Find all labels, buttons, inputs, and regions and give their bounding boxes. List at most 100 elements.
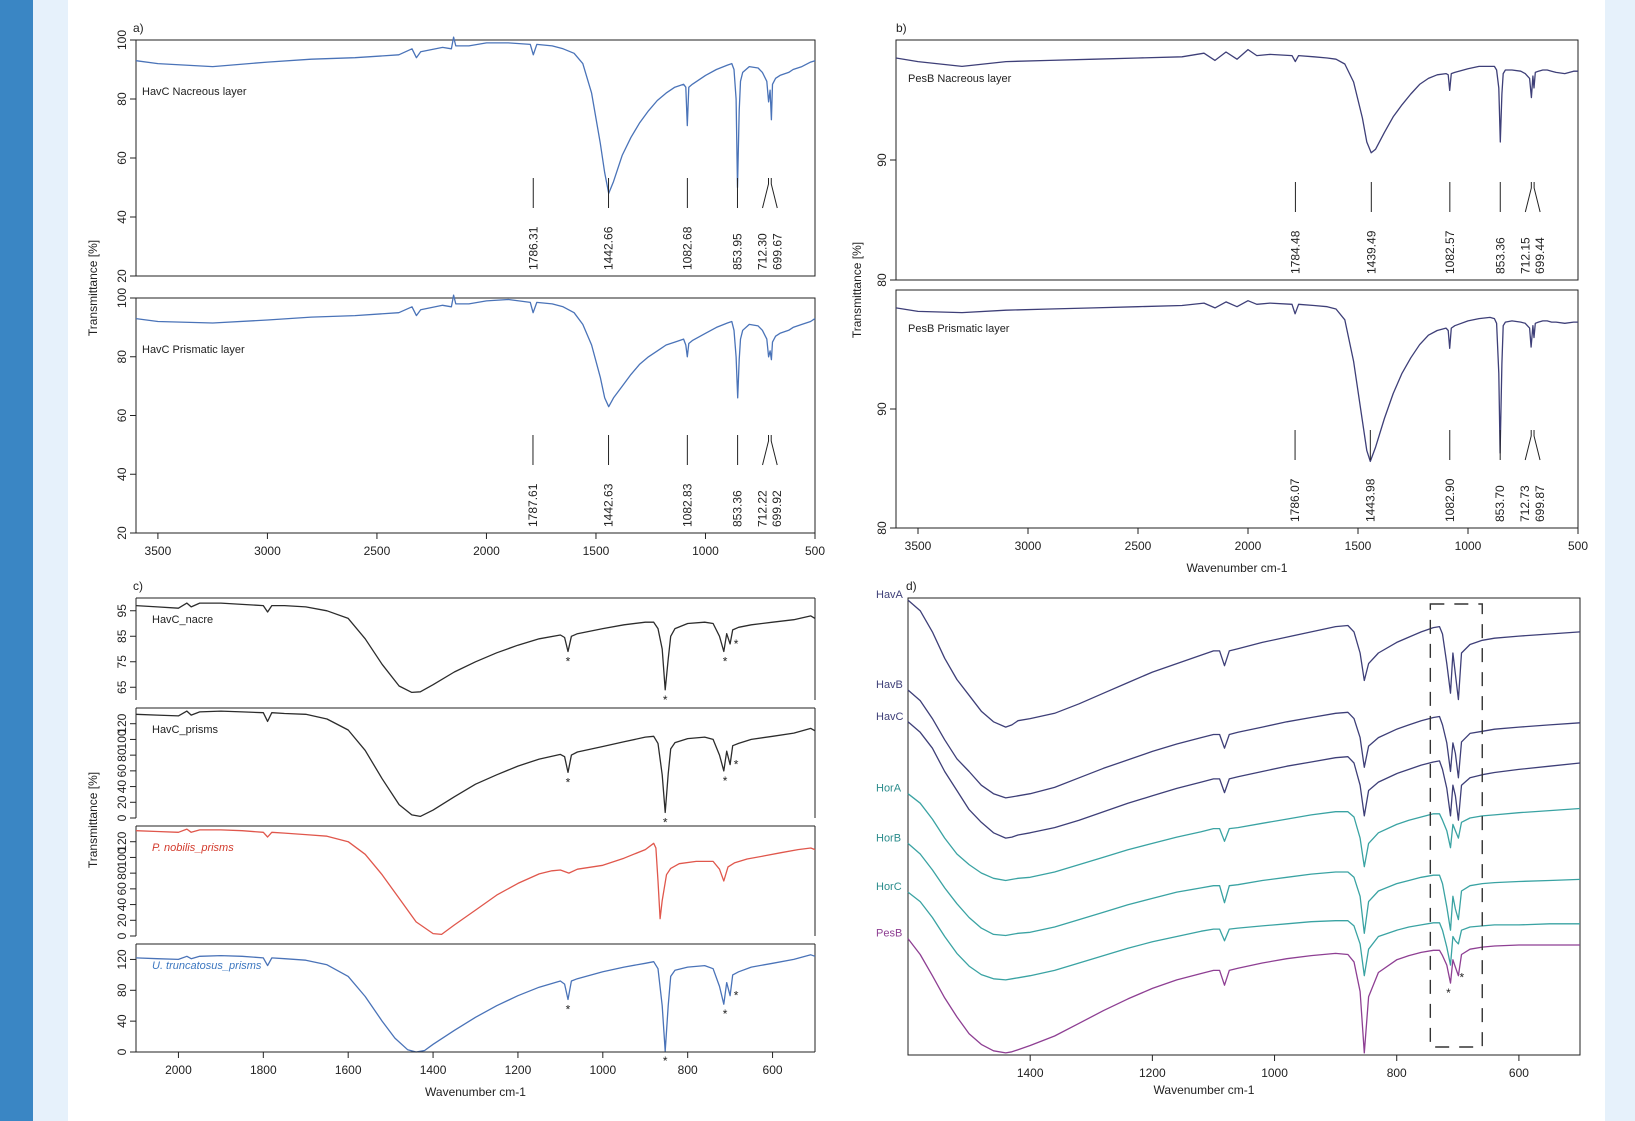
panel-d-plot-frame: [907, 597, 1581, 1056]
panel-c-xtick-label: 1800: [250, 1063, 277, 1077]
panel-a-ytick-label: 80: [115, 92, 129, 106]
panel-a-peak-label: 712.30: [755, 233, 769, 270]
panel-b-ytick-label: 80: [875, 521, 889, 535]
panel-b-xtick-label: 1500: [1345, 539, 1372, 553]
panel-c-star-marker: *: [723, 1007, 728, 1021]
left-accent-bar: [0, 0, 33, 1121]
panel-b-peak-marker: [1524, 430, 1532, 461]
panel-a-peak-marker: [770, 178, 778, 209]
panel-a-ytick-label: 60: [115, 409, 129, 423]
panel-c-ytick-label: 120: [115, 831, 129, 851]
panel-b-peak-label: 712.15: [1518, 237, 1532, 274]
panel-c-ytick-label: 40: [115, 780, 129, 794]
panel-d-label: d): [906, 579, 917, 593]
panel-b-series-name: PesB Prismatic layer: [908, 323, 1010, 335]
panel-b: b) 80 90 PesB Nacreous layer 1784.48 1439.49 1…: [850, 21, 1588, 575]
panel-d-series-name: HorA: [876, 783, 902, 795]
panel-b-peak-label: 853.36: [1493, 237, 1507, 274]
panel-a-peak-marker: [762, 178, 769, 209]
panel-b-label: b): [896, 21, 907, 35]
panel-c-series-line: [135, 954, 816, 1053]
panel-d-series-line: [907, 842, 1581, 937]
panel-c-ytick-label: 20: [115, 795, 129, 809]
panel-a-ytick-label: 20: [115, 526, 129, 540]
panel-c-ytick-label: 80: [115, 748, 129, 762]
panel-d-series-line: [907, 689, 1581, 799]
panel-a-xtick-label: 3000: [254, 544, 281, 558]
panel-d-xlabel: Wavenumber cm-1: [1154, 1083, 1255, 1097]
panel-c-xtick-label: 1600: [335, 1063, 362, 1077]
panel-a-peak-label: 1082.83: [680, 483, 694, 527]
panel-c-ytick-label: 40: [115, 898, 129, 912]
panel-b-ytick-label: 90: [875, 402, 889, 416]
panel-c-xtick-label: 600: [763, 1063, 783, 1077]
panel-a-ytick-label: 40: [115, 467, 129, 481]
panel-b-peak-label: 1082.90: [1443, 478, 1457, 522]
panel-c-star-marker: *: [663, 1054, 668, 1068]
panel-a-xtick-label: 2000: [473, 544, 500, 558]
panel-c-ytick-label: 40: [115, 1014, 129, 1028]
panel-c-ytick-label: 65: [115, 680, 129, 694]
panel-a-ytick-label: 60: [115, 151, 129, 165]
panel-c-ytick-label: 80: [115, 866, 129, 880]
panel-b-xtick-label: 2000: [1235, 539, 1262, 553]
panel-d-xtick-label: 1400: [1017, 1066, 1044, 1080]
panel-c-star-marker: *: [663, 816, 668, 830]
panel-c-ytick-label: 120: [115, 713, 129, 733]
panel-a-peak-label: 699.92: [770, 490, 784, 527]
panel-c-ytick-label: 100: [115, 729, 129, 749]
panel-c-series-name: P. nobilis_prisms: [152, 842, 234, 854]
panel-d-series-name: HorB: [876, 832, 901, 844]
panel-b-peak-label: 1784.48: [1288, 230, 1302, 274]
panel-d-xtick-label: 1000: [1261, 1066, 1288, 1080]
panel-c-xtick-label: 1400: [420, 1063, 447, 1077]
panel-c-ylabel: Transmittance [%]: [86, 772, 100, 868]
panel-b-series-name: PesB Nacreous layer: [908, 73, 1012, 85]
panel-a-peak-marker: [770, 435, 778, 466]
panel-a-series-name: HavC Prismatic layer: [142, 344, 245, 356]
panel-d-series-line: [907, 599, 1581, 728]
panel-a-xtick-label: 1500: [583, 544, 610, 558]
panel-d-series-name: HavC: [876, 711, 904, 723]
panel-a-label: a): [133, 21, 144, 35]
panel-d-series-name: HorC: [876, 881, 902, 893]
panel-c-ytick-label: 0: [115, 932, 129, 939]
panel-c-xlabel: Wavenumber cm-1: [425, 1085, 526, 1099]
panel-b-xlabel: Wavenumber cm-1: [1187, 561, 1288, 575]
panel-d-dashed-highlight-box: [1429, 603, 1483, 1048]
panel-c-ytick-label: 85: [115, 629, 129, 643]
panel-a-peak-label: 1082.68: [680, 226, 694, 270]
panel-a-series-name: HavC Nacreous layer: [142, 86, 247, 98]
panel-b-peak-label: 1786.07: [1288, 478, 1302, 522]
panel-d-series-name: PesB: [876, 928, 902, 940]
panel-d-series-line: [907, 891, 1580, 981]
panel-a-ytick-label: 100: [115, 288, 129, 308]
panel-a-xtick-label: 500: [805, 544, 825, 558]
panel-a-ytick-label: 100: [115, 30, 129, 50]
panel-c-ytick-label: 95: [115, 604, 129, 618]
panel-b-peak-label: 1082.57: [1443, 230, 1457, 274]
figure-paper: [68, 0, 1605, 1121]
panel-c-star-marker: *: [723, 655, 728, 669]
panel-b-peak-label: 712.73: [1518, 485, 1532, 522]
panel-a: a) 20 40 60 80 100 HavC Nacreous layer 1786.31 1…: [86, 21, 825, 558]
panel-a-peak-label: 1442.66: [602, 226, 616, 270]
panel-c-star-marker: *: [566, 655, 571, 669]
panel-a-peak-label: 853.95: [730, 233, 744, 270]
panel-c-ytick-label: 100: [115, 847, 129, 867]
panel-c-series-line: [135, 602, 816, 694]
panel-c-series-line: [135, 828, 816, 936]
panel-c-xtick-label: 800: [678, 1063, 698, 1077]
panel-c-ytick-label: 60: [115, 882, 129, 896]
panel-c-star-marker: *: [734, 758, 739, 772]
panel-a-ylabel: Transmittance [%]: [86, 240, 100, 336]
panel-a-xtick-label: 1000: [692, 544, 719, 558]
panel-b-xtick-label: 500: [1568, 539, 1588, 553]
panel-c-ytick-label: 75: [115, 655, 129, 669]
panel-a-series-line: [135, 36, 816, 195]
panel-b-peak-marker: [1533, 430, 1541, 461]
panel-c-ytick-label: 80: [115, 983, 129, 997]
panel-c-star-marker: *: [566, 1003, 571, 1017]
panel-a-ytick-label: 80: [115, 350, 129, 364]
